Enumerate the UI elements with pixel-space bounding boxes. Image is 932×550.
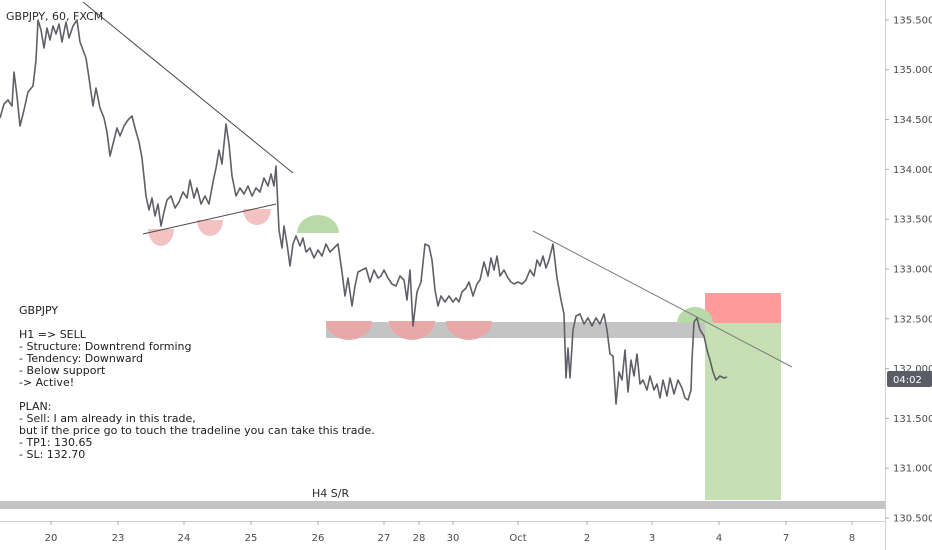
note-line: GBPJPY — [19, 304, 58, 317]
note-line: but if the price go to touch the tradeli… — [19, 424, 375, 437]
annotation-layer: H4 S/R — [0, 1, 885, 509]
note-line: - Tendency: Downward — [19, 352, 143, 365]
x-tick-label: 4 — [716, 533, 722, 544]
stop-zone — [705, 293, 781, 323]
x-tick-label: 26 — [312, 533, 325, 544]
y-tick-label: 133.000 — [893, 264, 932, 275]
green-arc-1 — [297, 215, 339, 233]
note-line: PLAN: — [19, 400, 51, 413]
target-zone — [705, 323, 781, 500]
x-tick-label: 27 — [378, 533, 391, 544]
time-axis: 20 23 24 25 26 27 28 30 Oct 2 3 4 7 8 — [45, 521, 855, 544]
red-arc-6 — [446, 321, 492, 340]
price-badge-text: 04:02 — [893, 375, 922, 386]
red-arc-3 — [243, 209, 271, 225]
x-tick-label: 7 — [783, 533, 789, 544]
price-badge-bg — [887, 371, 932, 387]
x-tick-label: 30 — [447, 533, 460, 544]
note-line: - Below support — [19, 364, 106, 377]
y-tick-label: 131.500 — [893, 414, 932, 425]
x-tick-label: 28 — [413, 533, 426, 544]
x-tick-label: 24 — [178, 533, 191, 544]
price-line — [0, 19, 728, 405]
note-line: - Structure: Downtrend forming — [19, 340, 191, 353]
x-tick-label: 20 — [45, 533, 58, 544]
neckline — [142, 203, 277, 235]
price-badge: 04:02 — [887, 371, 932, 387]
note-line: - Sell: I am already in this trade, — [19, 412, 196, 425]
red-arc-5 — [389, 321, 435, 340]
x-tick-label: 25 — [245, 533, 258, 544]
x-tick-label: 3 — [649, 533, 655, 544]
y-tick-label: 131.000 — [893, 464, 932, 475]
note-line: - TP1: 130.65 — [19, 436, 93, 449]
h4-sr-band — [0, 501, 885, 509]
price-axis: 135.500 135.000 134.500 134.000 133.500 133.0… — [885, 15, 932, 525]
y-tick-label: 132.000 — [893, 364, 932, 375]
note-line: -> Active! — [19, 376, 74, 389]
trade-note: GBPJPY H1 => SELL- Structure: Downtrend f… — [19, 304, 375, 461]
red-arc-4 — [326, 321, 372, 340]
y-tick-label: 133.500 — [893, 215, 932, 226]
note-line: - SL: 132.70 — [19, 448, 85, 461]
support-band — [326, 322, 780, 338]
y-tick-label: 134.000 — [893, 165, 932, 176]
y-tick-label: 134.500 — [893, 115, 932, 126]
x-tick-label: 2 — [584, 533, 590, 544]
red-arc-2 — [197, 220, 223, 236]
y-tick-label: 130.500 — [893, 514, 932, 525]
y-tick-label: 135.000 — [893, 65, 932, 76]
x-tick-label: Oct — [509, 533, 526, 544]
x-tick-label: 23 — [112, 533, 125, 544]
symbol-header: GBPJPY, 60, FXCM — [6, 10, 103, 23]
note-line: H1 => SELL — [19, 328, 87, 341]
y-tick-label: 135.500 — [893, 15, 932, 26]
series-layer — [0, 19, 728, 405]
y-tick-label: 132.500 — [893, 314, 932, 325]
h4-sr-label: H4 S/R — [312, 487, 349, 500]
x-tick-label: 8 — [849, 533, 855, 544]
lower-trendline — [532, 230, 793, 368]
upper-trendline — [82, 1, 294, 174]
red-arc-1 — [148, 229, 174, 246]
